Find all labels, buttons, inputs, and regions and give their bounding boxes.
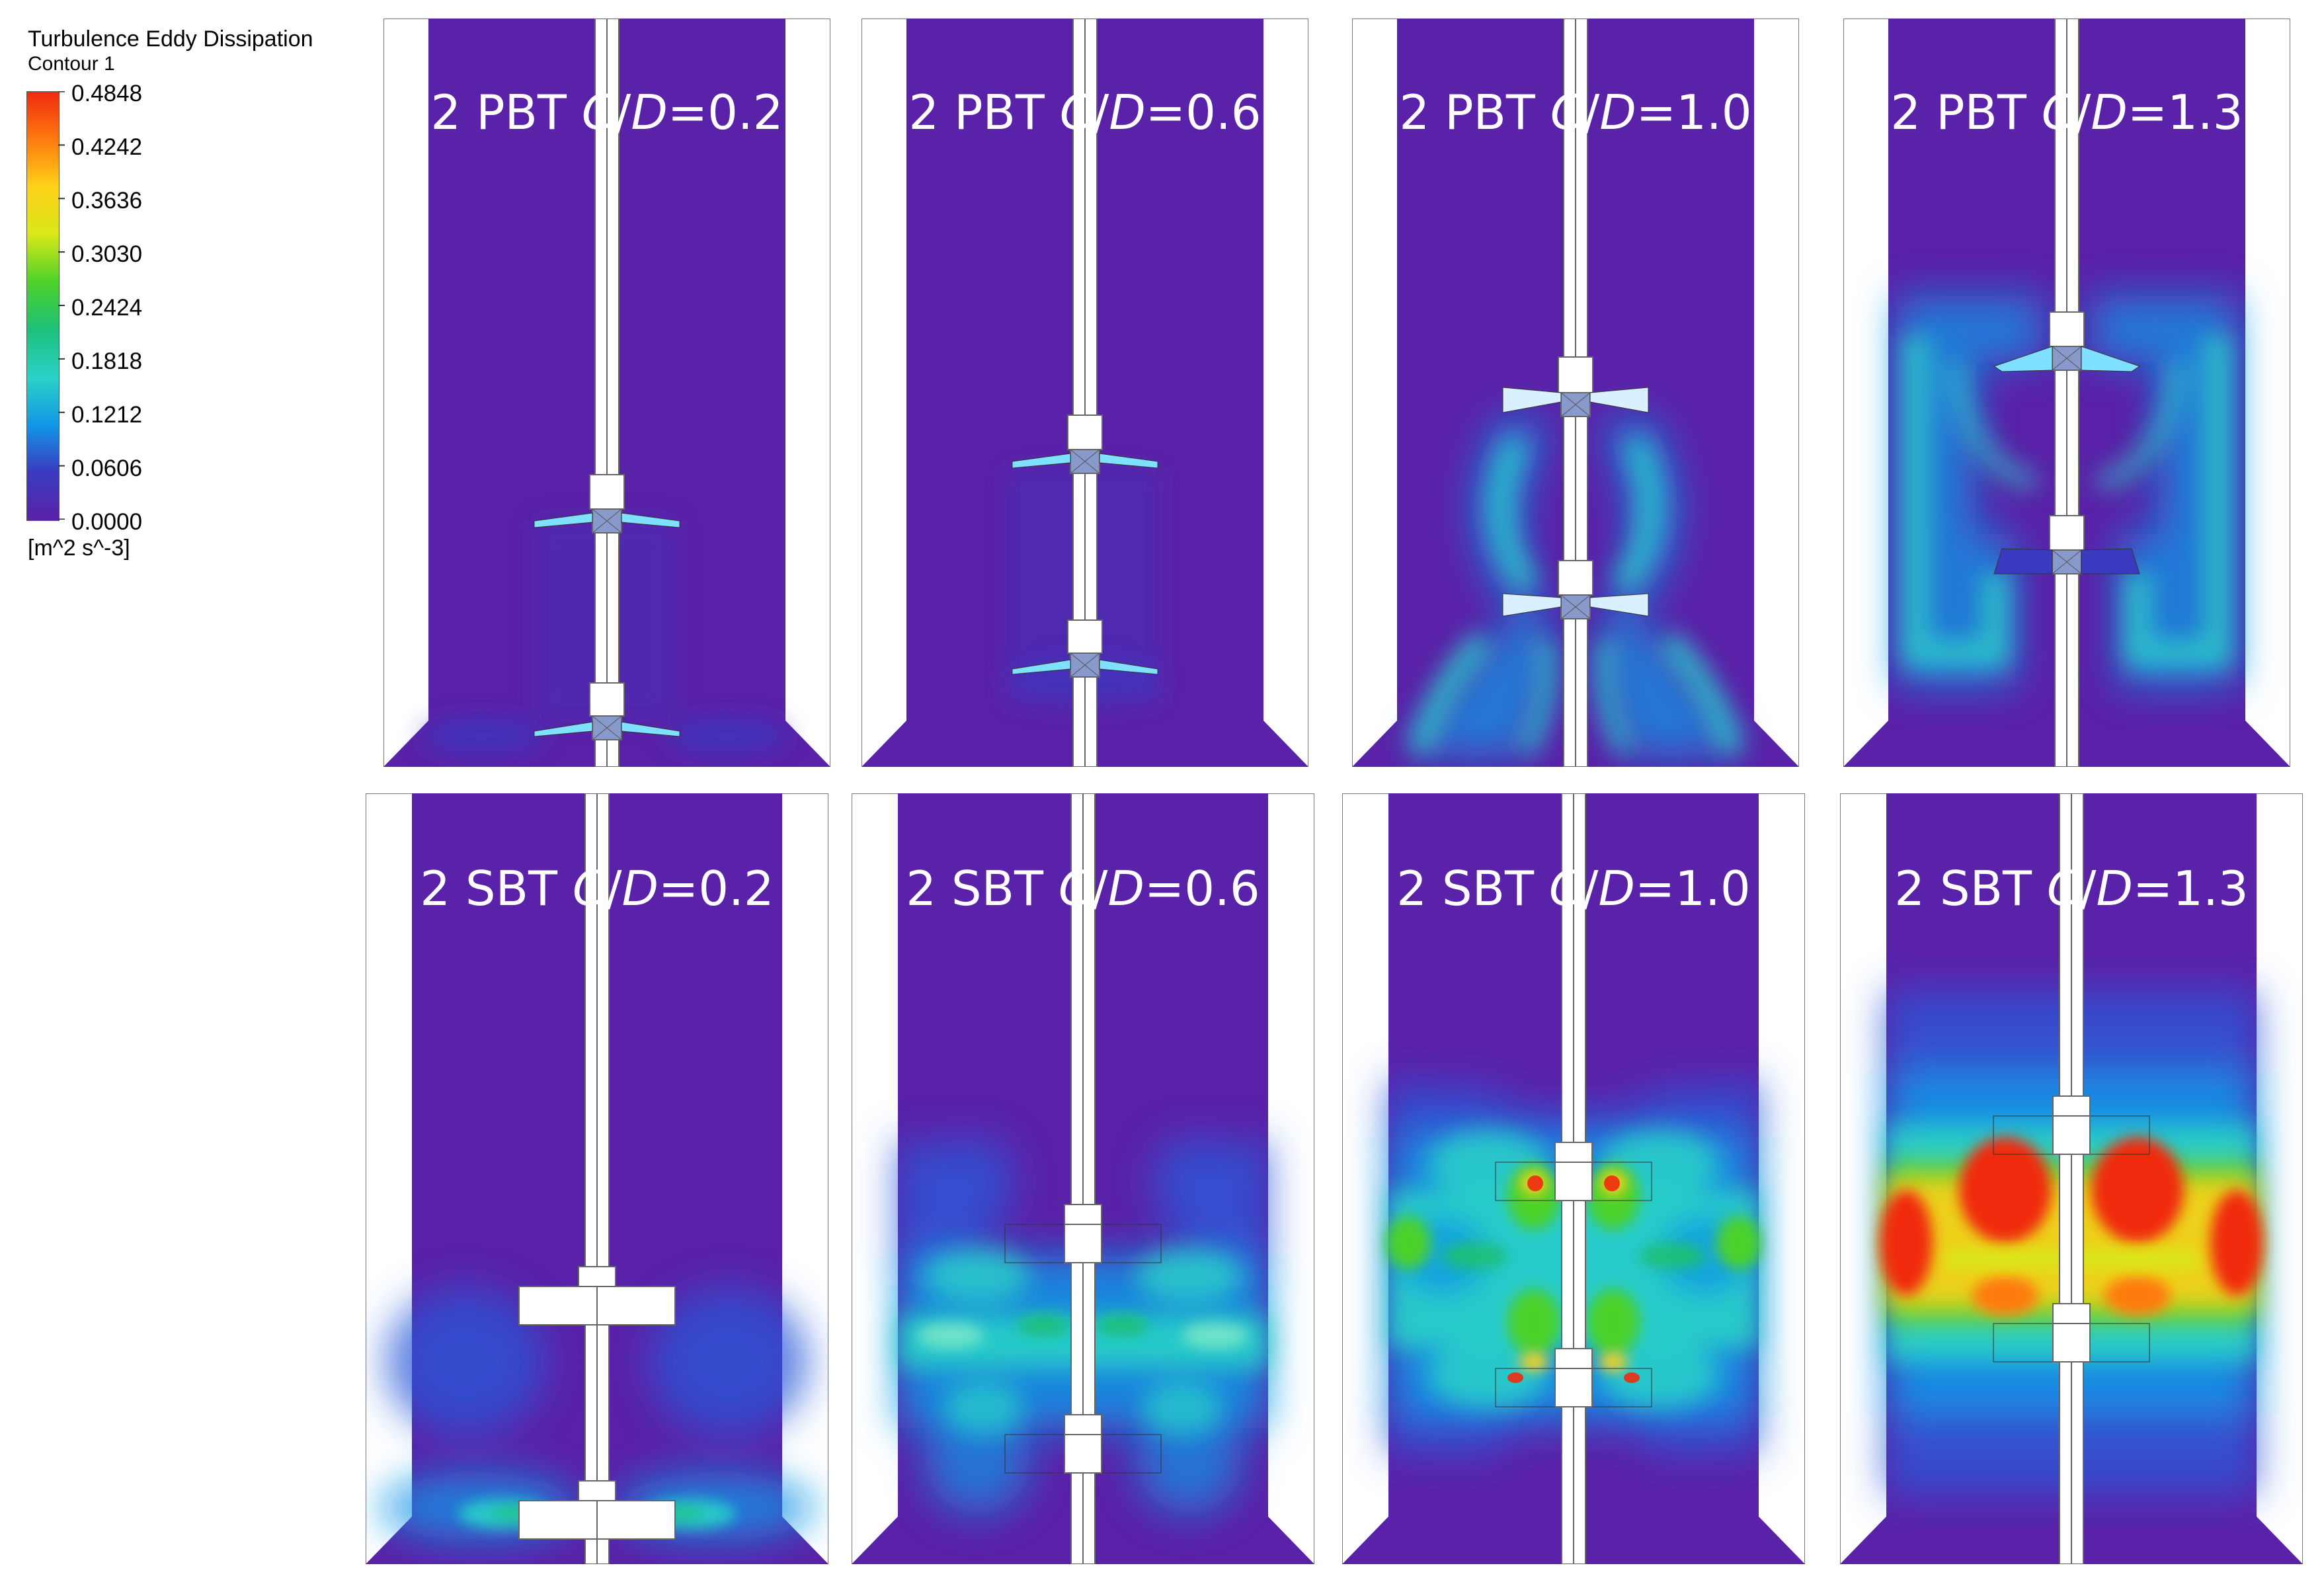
legend-units: [m^2 s^-3] <box>28 535 130 561</box>
legend-subtitle: Contour 1 <box>28 53 115 75</box>
contour-panel-pbt-cd-0.6: 2 PBT C/D=0.6 <box>861 19 1308 767</box>
contour-panel-pbt-cd-1.3: 2 PBT C/D=1.3 <box>1843 19 2290 767</box>
panel-label: 2 SBT C/D=1.3 <box>1894 861 2249 916</box>
shaft <box>594 19 620 767</box>
upper-impeller <box>1004 1204 1162 1263</box>
upper-impeller <box>1012 415 1158 474</box>
tick-label: 0.3636 <box>71 188 143 214</box>
tick-label: 0.3030 <box>71 241 143 267</box>
shaft <box>2054 19 2079 767</box>
upper-impeller <box>1993 1095 2150 1155</box>
panel-label: 2 PBT C/D=1.3 <box>1890 85 2243 140</box>
tick-label: 0.1818 <box>71 348 143 374</box>
contour-panel-sbt-cd-1.3: 2 SBT C/D=1.3 <box>1840 793 2303 1564</box>
panel-label: 2 PBT C/D=0.6 <box>908 85 1262 140</box>
upper-impeller <box>1502 356 1649 417</box>
contour-panel-pbt-cd-1.0: 2 PBT C/D=1.0 <box>1352 19 1799 767</box>
upper-impeller <box>1993 311 2141 372</box>
upper-impeller <box>534 474 680 534</box>
lower-impeller <box>534 682 680 740</box>
lower-impeller <box>1993 515 2140 574</box>
panel-label: 2 SBT C/D=0.2 <box>420 861 774 916</box>
lower-impeller <box>1012 619 1158 678</box>
colorbar-gradient <box>26 91 60 521</box>
lower-impeller <box>1495 1348 1652 1407</box>
shaft <box>2059 793 2084 1564</box>
lower-impeller <box>1004 1414 1162 1474</box>
upper-impeller <box>518 1266 676 1325</box>
tick-label: 0.0000 <box>71 509 143 535</box>
tick-label: 0.0606 <box>71 455 143 481</box>
colorbar-tickmarks <box>58 91 65 520</box>
lower-impeller <box>1993 1303 2150 1363</box>
tick-label: 0.4242 <box>71 134 143 160</box>
panel-label: 2 SBT C/D=1.0 <box>1396 861 1751 916</box>
contour-panel-sbt-cd-0.6: 2 SBT C/D=0.6 <box>852 793 1314 1564</box>
lower-impeller <box>1502 560 1649 619</box>
panel-label: 2 SBT C/D=0.6 <box>906 861 1260 916</box>
tick-label: 0.1212 <box>71 402 143 428</box>
shaft <box>584 793 610 1564</box>
contour-panel-sbt-cd-1.0: 2 SBT C/D=1.0 <box>1342 793 1805 1564</box>
legend-title: Turbulence Eddy Dissipation <box>28 26 313 52</box>
upper-impeller <box>1495 1142 1652 1201</box>
colorbar-legend: Turbulence Eddy Dissipation Contour 1 0.… <box>0 0 370 595</box>
tick-label: 0.2424 <box>71 295 143 321</box>
lower-impeller <box>518 1480 676 1540</box>
panel-label: 2 PBT C/D=1.0 <box>1399 85 1752 140</box>
panel-label: 2 PBT C/D=0.2 <box>430 85 783 140</box>
tick-label: 0.4848 <box>71 81 143 106</box>
contour-panel-sbt-cd-0.2: 2 SBT C/D=0.2 <box>366 793 828 1564</box>
contour-panel-pbt-cd-0.2: 2 PBT C/D=0.2 <box>383 19 830 767</box>
